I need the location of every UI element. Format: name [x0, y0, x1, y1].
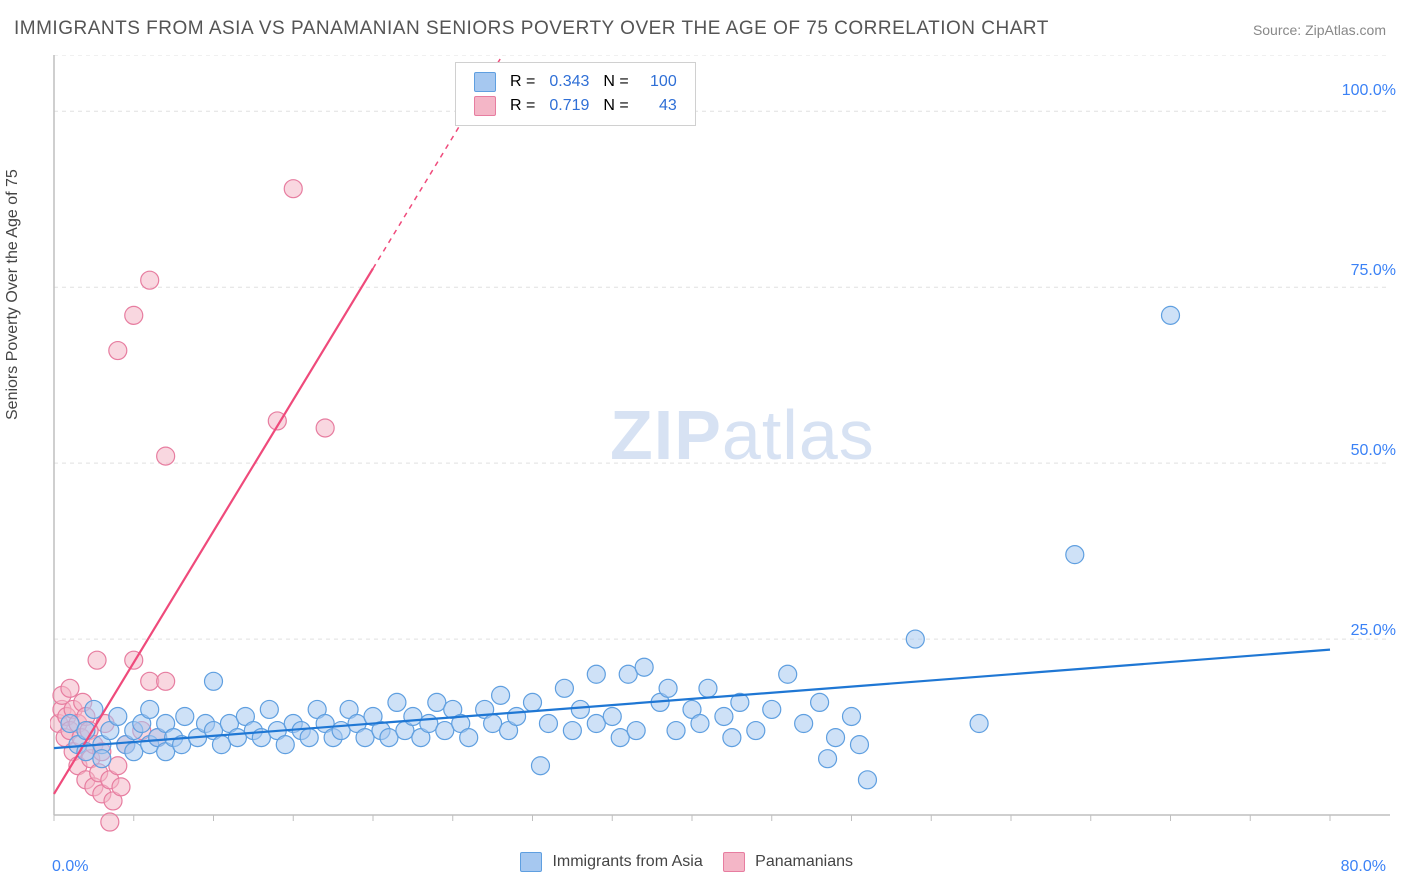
legend-swatch-blue-2: [520, 852, 542, 872]
chart-title: IMMIGRANTS FROM ASIA VS PANAMANIAN SENIO…: [14, 18, 1049, 40]
series-legend: Immigrants from Asia Panamanians: [520, 852, 853, 872]
xtick-max: 80.0%: [1341, 858, 1386, 876]
corr-r-value-1: 0.343: [543, 71, 595, 93]
source-label: Source: ZipAtlas.com: [1253, 22, 1386, 38]
series-legend-item-1: Immigrants from Asia: [520, 852, 703, 872]
legend-swatch-pink: [474, 96, 496, 116]
corr-r-label-1: R =: [504, 71, 541, 93]
corr-r-label-2: R =: [504, 95, 541, 117]
watermark-atlas: atlas: [722, 396, 875, 474]
ytick-100: 100.0%: [1342, 82, 1396, 100]
corr-n-label-2: N =: [597, 95, 634, 117]
legend-swatch-blue: [474, 72, 496, 92]
watermark: ZIPatlas: [610, 395, 875, 475]
xtick-min: 0.0%: [52, 858, 88, 876]
corr-legend-row-1: R = 0.343 N = 100: [468, 71, 683, 93]
watermark-zip: ZIP: [610, 396, 722, 474]
corr-n-value-1: 100: [637, 71, 683, 93]
series-legend-label-1: Immigrants from Asia: [552, 853, 702, 870]
y-axis-label: Seniors Poverty Over the Age of 75: [4, 169, 22, 420]
corr-r-value-2: 0.719: [543, 95, 595, 117]
series-legend-item-2: Panamanians: [723, 852, 853, 872]
corr-n-value-2: 43: [637, 95, 683, 117]
series-legend-label-2: Panamanians: [755, 853, 853, 870]
ytick-50: 50.0%: [1351, 442, 1396, 460]
correlation-legend: R = 0.343 N = 100 R = 0.719 N = 43: [455, 62, 696, 126]
corr-legend-row-2: R = 0.719 N = 43: [468, 95, 683, 117]
ytick-25: 25.0%: [1351, 622, 1396, 640]
legend-swatch-pink-2: [723, 852, 745, 872]
corr-n-label-1: N =: [597, 71, 634, 93]
ytick-75: 75.0%: [1351, 262, 1396, 280]
